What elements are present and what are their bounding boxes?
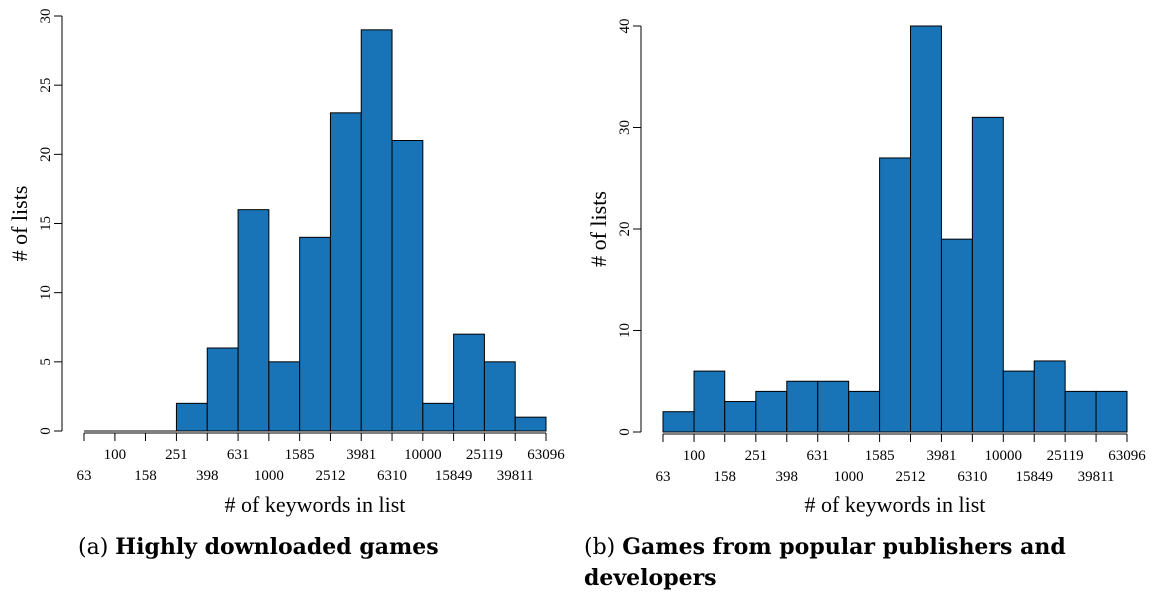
x-tick-label: 398 bbox=[196, 468, 219, 484]
y-tick-label: 0 bbox=[38, 427, 54, 435]
bar bbox=[268, 361, 301, 432]
x-tick-label: 63096 bbox=[527, 447, 565, 463]
bar bbox=[453, 333, 485, 432]
x-tick-label: 2512 bbox=[315, 468, 345, 484]
bar bbox=[1002, 370, 1035, 433]
x-tick-label: 1000 bbox=[834, 469, 864, 485]
bar bbox=[755, 390, 788, 433]
bar bbox=[1095, 390, 1128, 433]
bar bbox=[514, 416, 547, 432]
x-tick-label: 398 bbox=[776, 469, 799, 485]
y-tick-label: 0 bbox=[617, 428, 633, 436]
x-tick-label: 100 bbox=[104, 447, 127, 463]
bar bbox=[817, 380, 850, 433]
caption-a-prefix: (a) bbox=[78, 535, 109, 560]
bar bbox=[940, 238, 973, 433]
bar bbox=[237, 209, 270, 432]
bar bbox=[329, 112, 362, 432]
bar bbox=[483, 361, 516, 432]
x-tick-label: 1000 bbox=[254, 468, 284, 484]
x-tick-label: 3981 bbox=[346, 447, 376, 463]
bar bbox=[910, 25, 942, 433]
y-tick-label: 15 bbox=[38, 216, 54, 231]
y-tick-label: 40 bbox=[617, 19, 633, 34]
bar bbox=[971, 116, 1004, 433]
x-axis-title: # of keywords in list bbox=[805, 492, 986, 517]
y-tick-label: 30 bbox=[38, 9, 54, 24]
bar bbox=[422, 402, 455, 432]
caption-b-prefix: (b) bbox=[584, 535, 616, 560]
caption-a: (a) Highly downloaded games bbox=[78, 532, 439, 563]
x-tick-label: 15849 bbox=[1015, 469, 1053, 485]
bar bbox=[879, 157, 912, 433]
bar bbox=[299, 236, 331, 432]
x-tick-label: 631 bbox=[806, 448, 829, 464]
x-tick-label: 1585 bbox=[285, 447, 315, 463]
x-tick-label: 10000 bbox=[404, 447, 442, 463]
x-tick-label: 63 bbox=[656, 469, 671, 485]
x-tick-label: 6310 bbox=[957, 469, 987, 485]
y-axis-title: # of lists bbox=[7, 186, 32, 262]
bar bbox=[724, 401, 757, 433]
caption-a-title: Highly downloaded games bbox=[115, 534, 439, 560]
y-tick-label: 20 bbox=[38, 147, 54, 162]
caption-b-title-line1: Games from popular publishers and bbox=[622, 534, 1066, 560]
x-tick-label: 15849 bbox=[435, 468, 473, 484]
x-tick-label: 10000 bbox=[985, 448, 1023, 464]
x-tick-label: 100 bbox=[683, 448, 706, 464]
bar bbox=[1033, 360, 1066, 433]
bar bbox=[848, 390, 881, 433]
x-tick-label: 3981 bbox=[926, 448, 956, 464]
x-axis-title: # of keywords in list bbox=[225, 492, 406, 517]
bar bbox=[175, 402, 208, 432]
y-tick-label: 10 bbox=[38, 285, 54, 300]
x-tick-label: 63096 bbox=[1108, 448, 1146, 464]
x-tick-label: 63 bbox=[77, 468, 92, 484]
bar bbox=[206, 347, 239, 432]
bar bbox=[662, 411, 695, 433]
x-tick-label: 25119 bbox=[1047, 448, 1084, 464]
chart-panel-1: 0 10 20 30 40 100 251 631 1585 3981 10000 25119 6309… bbox=[586, 19, 1146, 518]
x-tick-label: 2512 bbox=[896, 469, 926, 485]
x-tick-label: 631 bbox=[227, 447, 250, 463]
x-tick-label: 1585 bbox=[865, 448, 895, 464]
bar bbox=[1064, 390, 1097, 433]
y-tick-label: 10 bbox=[617, 323, 633, 338]
x-tick-label: 158 bbox=[134, 468, 157, 484]
y-tick-label: 25 bbox=[38, 78, 54, 93]
bar bbox=[391, 140, 424, 432]
x-tick-label: 25119 bbox=[466, 447, 503, 463]
y-tick-label: 30 bbox=[617, 120, 633, 135]
bar bbox=[786, 380, 819, 433]
x-tick-label: 39811 bbox=[497, 468, 534, 484]
y-axis-title: # of lists bbox=[586, 191, 611, 267]
y-tick-label: 20 bbox=[617, 222, 633, 237]
x-tick-label: 251 bbox=[745, 448, 768, 464]
x-tick-label: 39811 bbox=[1078, 469, 1115, 485]
x-tick-label: 251 bbox=[165, 447, 188, 463]
caption-b-title-line2: developers bbox=[584, 565, 717, 591]
bar bbox=[693, 370, 726, 433]
x-tick-label: 158 bbox=[713, 469, 736, 485]
caption-b: (b) Games from popular publishers and de… bbox=[584, 532, 1066, 594]
y-tick-label: 5 bbox=[38, 358, 54, 366]
chart-panel-0: 0 5 10 15 20 25 30 100 251 631 1585 3981 10000 25119 6… bbox=[7, 9, 565, 518]
bar bbox=[360, 29, 393, 432]
x-tick-label: 6310 bbox=[377, 468, 407, 484]
